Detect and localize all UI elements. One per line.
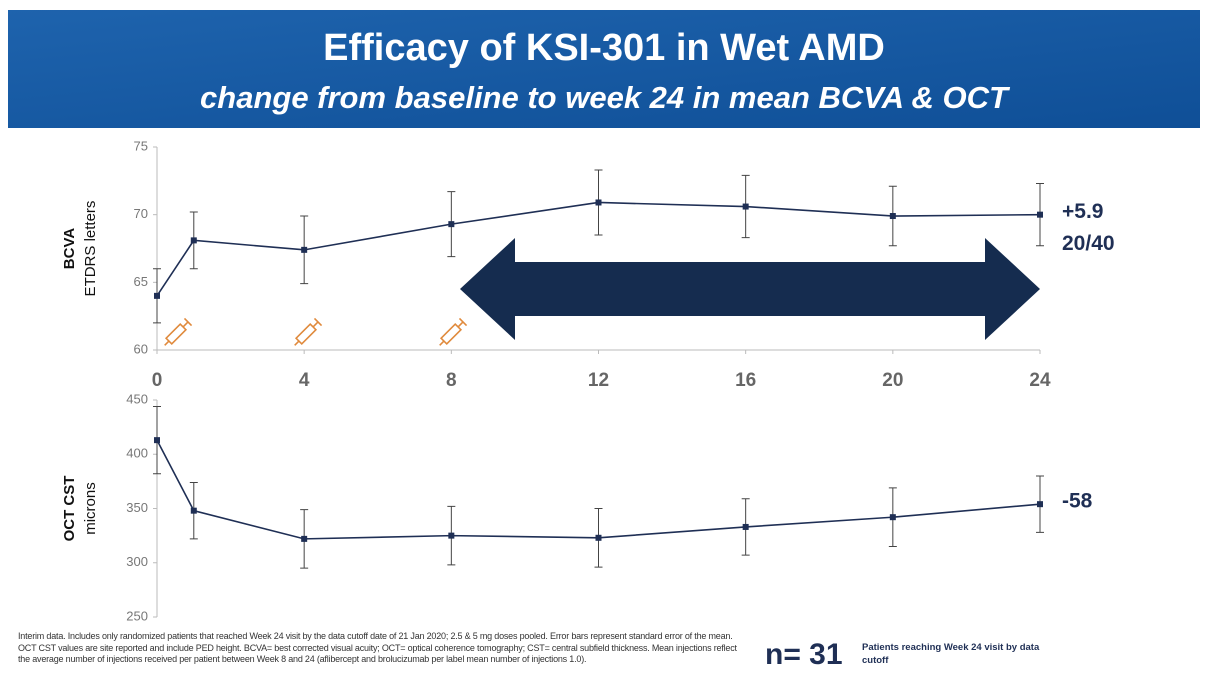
y-axis-label: BCVA xyxy=(61,228,78,270)
point xyxy=(448,221,455,228)
annotation: 20/40 xyxy=(1062,232,1115,255)
point xyxy=(889,213,896,220)
y-tick-label: 450 xyxy=(126,391,148,406)
title: Efficacy of KSI-301 in Wet AMD xyxy=(323,27,885,69)
point xyxy=(190,237,197,244)
header-band xyxy=(8,10,1200,128)
x-tick-label: 24 xyxy=(1029,370,1051,391)
n-label: n= 31 xyxy=(765,638,843,671)
arrow xyxy=(460,238,1040,340)
subtitle: change from baseline to week 24 in mean … xyxy=(200,80,1011,115)
y-tick-label: 70 xyxy=(134,206,148,221)
footnote: Interim data. Includes only randomized p… xyxy=(18,631,737,664)
y-tick-label: 65 xyxy=(134,274,148,289)
x-tick-label: 12 xyxy=(588,370,609,391)
x-tick-label: 4 xyxy=(299,370,310,391)
y-axis-unit: microns xyxy=(82,482,99,535)
n-note: Patients reaching Week 24 visit by data … xyxy=(862,642,1040,666)
point xyxy=(154,437,160,444)
x-tick-label: 0 xyxy=(152,370,163,391)
point xyxy=(595,534,602,541)
point xyxy=(1037,501,1043,508)
point xyxy=(154,292,160,299)
line xyxy=(156,439,1041,540)
y-tick-label: 400 xyxy=(126,446,148,461)
y-tick-label: 60 xyxy=(134,341,148,356)
annotation: -58 xyxy=(1062,490,1093,513)
y-axis-unit: ETDRS letters xyxy=(82,201,99,297)
x-tick-label: 16 xyxy=(735,370,756,391)
y-tick-label: 300 xyxy=(126,554,148,569)
point xyxy=(301,535,308,542)
x-tick-label: 20 xyxy=(882,370,903,391)
y-tick-label: 250 xyxy=(126,608,148,623)
point xyxy=(190,507,197,514)
point xyxy=(448,532,455,539)
annotation: +5.9 xyxy=(1062,200,1103,223)
line xyxy=(156,201,1041,297)
syringe-icons xyxy=(164,317,468,346)
point xyxy=(301,246,308,253)
point xyxy=(889,514,896,521)
y-tick-label: 350 xyxy=(126,500,148,515)
point xyxy=(1037,211,1043,218)
point xyxy=(595,199,602,206)
x-tick-label: 8 xyxy=(446,370,457,391)
point xyxy=(742,203,749,210)
y-axis-label: OCT CST xyxy=(61,476,78,542)
point xyxy=(742,523,749,530)
y-tick-label: 75 xyxy=(134,138,148,153)
